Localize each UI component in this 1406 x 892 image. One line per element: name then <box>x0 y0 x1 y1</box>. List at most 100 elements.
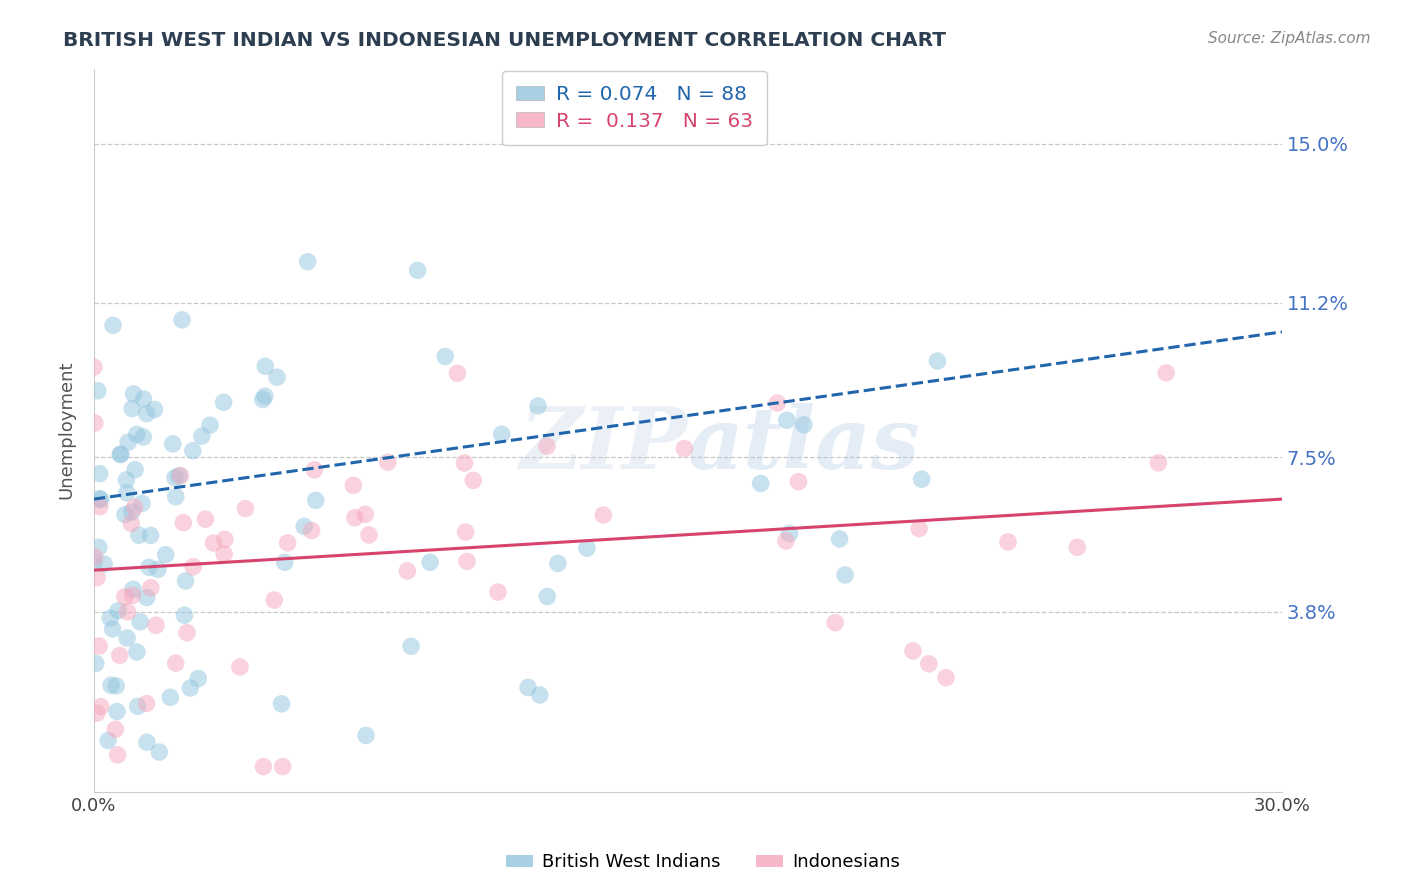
Text: Source: ZipAtlas.com: Source: ZipAtlas.com <box>1208 31 1371 46</box>
Indonesians <box>342 478 364 492</box>
British West Indians <box>187 672 209 686</box>
British West Indians <box>163 471 186 485</box>
Indonesians <box>181 559 204 574</box>
British West Indians <box>406 263 429 277</box>
Indonesians <box>89 500 111 514</box>
British West Indians <box>159 690 181 705</box>
British West Indians <box>927 354 949 368</box>
Indonesians <box>117 605 139 619</box>
British West Indians <box>135 591 157 605</box>
British West Indians <box>110 447 132 461</box>
Indonesians <box>83 360 105 375</box>
British West Indians <box>266 370 288 384</box>
Text: BRITISH WEST INDIAN VS INDONESIAN UNEMPLOYMENT CORRELATION CHART: BRITISH WEST INDIAN VS INDONESIAN UNEMPL… <box>63 31 946 50</box>
Indonesians <box>901 644 924 658</box>
British West Indians <box>115 485 138 500</box>
British West Indians <box>146 562 169 576</box>
British West Indians <box>170 312 193 326</box>
British West Indians <box>270 697 292 711</box>
British West Indians <box>828 532 851 546</box>
Indonesians <box>301 524 323 538</box>
British West Indians <box>167 468 190 483</box>
British West Indians <box>83 556 105 570</box>
Indonesians <box>357 528 380 542</box>
Indonesians <box>1154 366 1177 380</box>
Indonesians <box>194 512 217 526</box>
British West Indians <box>121 505 143 519</box>
British West Indians <box>122 582 145 597</box>
Indonesians <box>592 508 614 522</box>
British West Indians <box>107 604 129 618</box>
British West Indians <box>173 608 195 623</box>
Indonesians <box>463 473 485 487</box>
Indonesians <box>304 463 326 477</box>
Indonesians <box>176 625 198 640</box>
Indonesians <box>108 648 131 663</box>
Indonesians <box>104 723 127 737</box>
British West Indians <box>122 387 145 401</box>
British West Indians <box>100 678 122 692</box>
Indonesians <box>235 501 257 516</box>
British West Indians <box>155 548 177 562</box>
Indonesians <box>135 697 157 711</box>
Indonesians <box>121 588 143 602</box>
Indonesians <box>766 396 789 410</box>
British West Indians <box>419 555 441 569</box>
British West Indians <box>305 493 328 508</box>
Indonesians <box>536 439 558 453</box>
British West Indians <box>89 467 111 481</box>
British West Indians <box>138 560 160 574</box>
British West Indians <box>105 679 128 693</box>
British West Indians <box>575 541 598 555</box>
Indonesians <box>354 508 377 522</box>
Indonesians <box>212 547 235 561</box>
British West Indians <box>84 657 107 671</box>
British West Indians <box>749 476 772 491</box>
British West Indians <box>143 402 166 417</box>
Indonesians <box>453 456 475 470</box>
Indonesians <box>1066 541 1088 555</box>
Indonesians <box>120 516 142 531</box>
British West Indians <box>148 745 170 759</box>
British West Indians <box>212 395 235 409</box>
British West Indians <box>517 681 540 695</box>
British West Indians <box>297 254 319 268</box>
British West Indians <box>292 519 315 533</box>
British West Indians <box>125 427 148 442</box>
British West Indians <box>253 389 276 403</box>
British West Indians <box>115 473 138 487</box>
Indonesians <box>456 554 478 568</box>
Indonesians <box>673 442 696 456</box>
British West Indians <box>124 463 146 477</box>
British West Indians <box>127 699 149 714</box>
Indonesians <box>997 535 1019 549</box>
Indonesians <box>1147 456 1170 470</box>
Legend: British West Indians, Indonesians: British West Indians, Indonesians <box>498 847 908 879</box>
British West Indians <box>132 430 155 444</box>
Indonesians <box>145 618 167 632</box>
Indonesians <box>396 564 419 578</box>
British West Indians <box>527 399 550 413</box>
British West Indians <box>132 392 155 406</box>
British West Indians <box>529 688 551 702</box>
British West Indians <box>105 705 128 719</box>
British West Indians <box>179 681 201 695</box>
British West Indians <box>536 590 558 604</box>
British West Indians <box>97 733 120 747</box>
Indonesians <box>824 615 846 630</box>
Y-axis label: Unemployment: Unemployment <box>58 361 75 500</box>
Indonesians <box>277 536 299 550</box>
Indonesians <box>918 657 941 671</box>
Indonesians <box>343 510 366 524</box>
Indonesians <box>86 706 108 720</box>
British West Indians <box>101 622 124 636</box>
Indonesians <box>202 536 225 550</box>
British West Indians <box>354 728 377 742</box>
Indonesians <box>252 759 274 773</box>
British West Indians <box>89 491 111 506</box>
Indonesians <box>229 660 252 674</box>
British West Indians <box>434 350 457 364</box>
British West Indians <box>139 528 162 542</box>
Text: ZIP: ZIP <box>520 403 688 486</box>
British West Indians <box>491 427 513 442</box>
